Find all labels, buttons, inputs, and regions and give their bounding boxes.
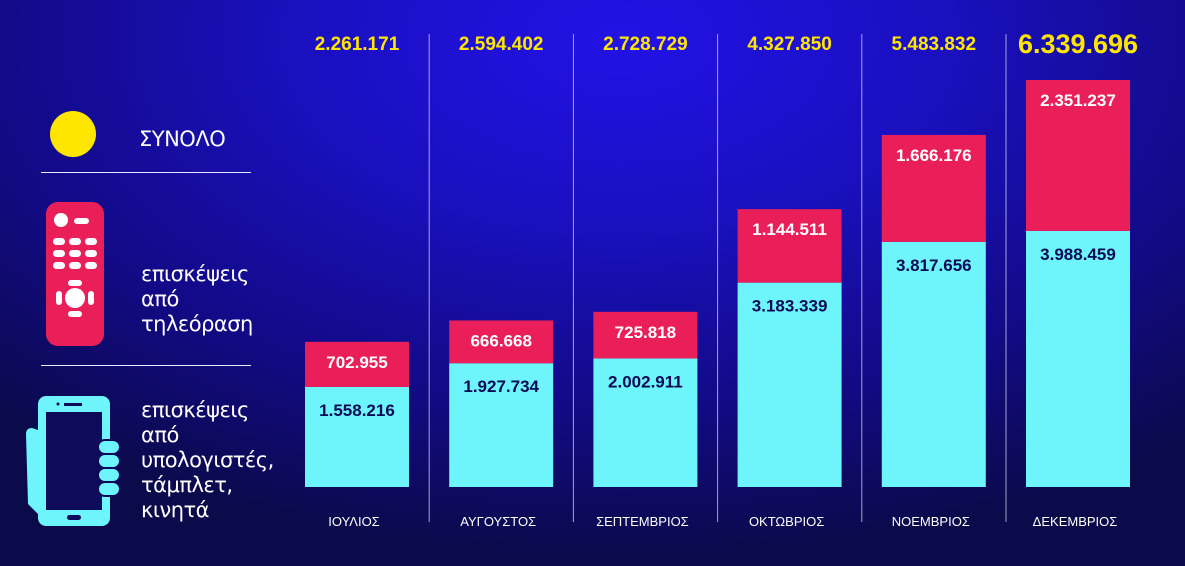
tv-value-label: 702.955 [326,353,387,372]
devices-value-label: 2.002.911 [608,372,683,391]
legend-tv-line: από [141,287,179,311]
legend-devices-line: κινητά [141,498,210,522]
tv-value-label: 666.668 [470,331,531,350]
smartphone-in-hand-icon [26,396,121,526]
legend-tv-line: επισκέψεις [141,262,249,286]
legend-devices-line: τάμπλετ, [141,473,233,497]
legend-divider [41,365,251,366]
month-label: ΝΟΕΜΒΡΙΟΣ [892,514,970,529]
bar-devices [881,241,986,487]
total-value-label: 2.728.729 [603,34,688,55]
devices-value-label: 1.558.216 [319,401,395,420]
bar-devices [449,363,554,487]
bar-tv [593,311,698,359]
legend-total-label: ΣΥΝΟΛΟ [139,127,226,151]
devices-value-label: 1.927.734 [463,377,539,396]
legend-devices-label: επισκέψεις από υπολογιστές, τάμπλετ, κιν… [141,398,274,523]
total-value-label: 2.594.402 [459,34,544,55]
legend-divider [41,172,251,173]
tv-remote-icon [46,202,104,346]
total-value-label: 4.327.850 [747,34,832,55]
legend-devices-line: επισκέψεις [141,398,249,422]
total-dot-icon [50,111,96,157]
month-label: ΔΕΚΕΜΒΡΙΟΣ [1033,514,1118,529]
legend-devices-line: από [141,423,179,447]
bar-devices [305,386,409,487]
devices-value-label: 3.817.656 [896,256,972,275]
legend-tv-label: επισκέψεις από τηλεόραση [141,262,253,337]
legend-tv-line: τηλεόραση [141,312,253,336]
total-value-label: 2.261.171 [315,34,400,55]
bar-devices [593,358,698,487]
bar-tv [881,134,986,242]
month-label: ΑΥΓΟΥΣΤΟΣ [460,514,536,529]
month-label: ΙΟΥΛΙΟΣ [328,514,379,529]
bar-tv [449,320,554,364]
tv-value-label: 1.144.511 [752,220,827,239]
bar-tv [305,341,409,387]
tv-value-label: 725.818 [615,323,676,342]
total-value-label: 6.339.696 [1018,29,1138,59]
legend-devices-line: υπολογιστές, [141,448,274,472]
bar-tv [1026,80,1130,231]
devices-value-label: 3.988.459 [1040,245,1116,264]
devices-value-label: 3.183.339 [752,297,828,316]
month-label: ΣΕΠΤΕΜΒΡΙΟΣ [596,514,689,529]
bar-tv [737,209,842,283]
month-label: ΟΚΤΩΒΡΙΟΣ [749,514,824,529]
bar-devices [737,282,842,487]
bar-devices [1026,230,1130,487]
tv-value-label: 2.351.237 [1040,91,1116,110]
total-value-label: 5.483.832 [892,34,977,55]
tv-value-label: 1.666.176 [896,146,972,165]
